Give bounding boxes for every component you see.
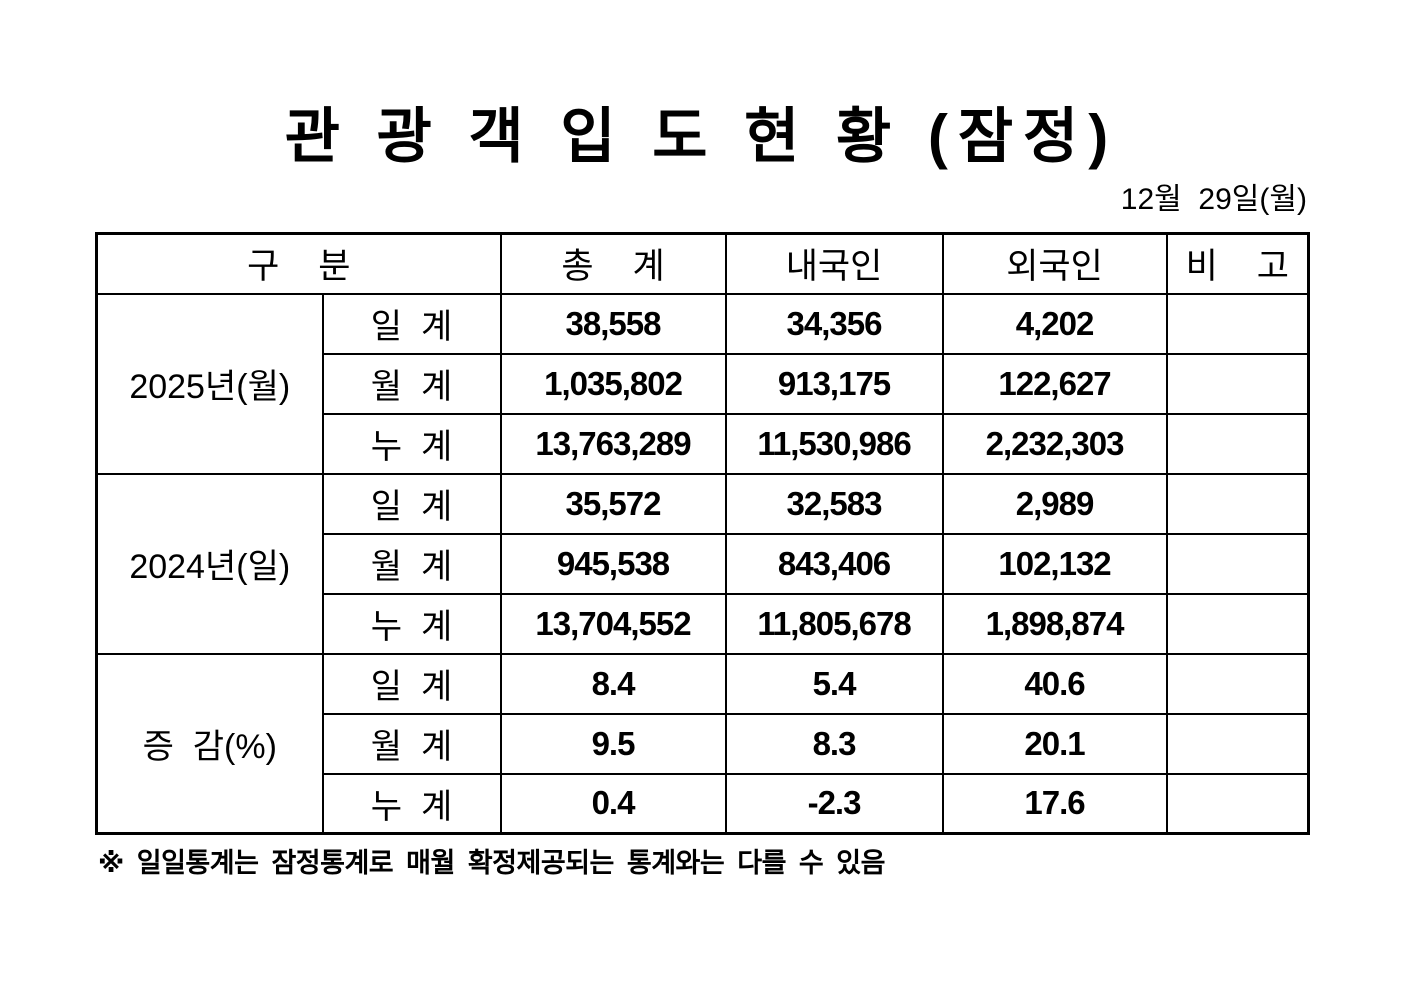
- cell-foreign: 122,627: [941, 352, 1168, 415]
- cell-total: 9.5: [499, 712, 727, 775]
- row-label-cumulative: 누 계: [321, 772, 502, 835]
- group-label-2025: 2025년(월): [95, 292, 324, 475]
- cell-total: 35,572: [499, 472, 727, 535]
- tourist-arrival-table: 구 분 총 계 내국인 외국인 비 고 2025년(월) 일 계 38,558 …: [95, 232, 1311, 835]
- group-label-2024: 2024년(일): [95, 472, 324, 655]
- cell-domestic: -2.3: [724, 772, 944, 835]
- header-remark: 비 고: [1165, 232, 1310, 295]
- cell-remark: [1165, 652, 1310, 715]
- table-row: 증 감(%) 일 계 8.4 5.4 40.6: [95, 652, 1310, 835]
- table-header-row: 구 분 총 계 내국인 외국인 비 고: [95, 232, 1310, 295]
- header-foreign: 외국인: [941, 232, 1168, 295]
- cell-foreign: 2,989: [941, 472, 1168, 535]
- row-label-cumulative: 누 계: [321, 592, 502, 655]
- cell-total: 13,704,552: [499, 592, 727, 655]
- cell-remark: [1165, 472, 1310, 535]
- cell-foreign: 4,202: [941, 292, 1168, 355]
- cell-domestic: 32,583: [724, 472, 944, 535]
- cell-foreign: 40.6: [941, 652, 1168, 715]
- cell-remark: [1165, 712, 1310, 775]
- cell-domestic: 34,356: [724, 292, 944, 355]
- cell-total: 0.4: [499, 772, 727, 835]
- table-row: 누 계 13,763,289 11,530,986 2,232,303: [97, 412, 1310, 475]
- header-domestic: 내국인: [724, 232, 944, 295]
- cell-remark: [1165, 772, 1310, 835]
- cell-remark: [1165, 412, 1310, 475]
- cell-remark: [1165, 532, 1310, 595]
- cell-total: 1,035,802: [499, 352, 727, 415]
- cell-total: 38,558: [499, 292, 727, 355]
- cell-total: 8.4: [499, 652, 727, 715]
- footnote: ※ 일일통계는 잠정통계로 매월 확정제공되는 통계와는 다를 수 있음: [98, 848, 885, 878]
- header-total: 총 계: [499, 232, 727, 295]
- cell-total: 945,538: [499, 532, 727, 595]
- table-row: 누 계 0.4 -2.3 17.6: [97, 772, 1310, 835]
- cell-domestic: 843,406: [724, 532, 944, 595]
- report-date: 12월 29일(월): [1120, 183, 1307, 216]
- group-label-change-pct: 증 감(%): [95, 652, 324, 835]
- row-label-daily: 일 계: [321, 652, 502, 715]
- cell-domestic: 5.4: [724, 652, 944, 715]
- row-label-monthly: 월 계: [321, 712, 502, 775]
- table-row: 월 계 945,538 843,406 102,132: [97, 532, 1310, 595]
- cell-domestic: 11,805,678: [724, 592, 944, 655]
- cell-foreign: 17.6: [941, 772, 1168, 835]
- cell-foreign: 20.1: [941, 712, 1168, 775]
- page-title: 관 광 객 입 도 현 황 (잠정): [284, 103, 1119, 170]
- cell-domestic: 11,530,986: [724, 412, 944, 475]
- table-row: 누 계 13,704,552 11,805,678 1,898,874: [97, 592, 1310, 655]
- cell-foreign: 102,132: [941, 532, 1168, 595]
- row-label-daily: 일 계: [321, 472, 502, 535]
- cell-total: 13,763,289: [499, 412, 727, 475]
- table-row: 2025년(월) 일 계 38,558 34,356 4,202: [95, 292, 1310, 475]
- table-row: 월 계 9.5 8.3 20.1: [97, 712, 1310, 775]
- cell-domestic: 913,175: [724, 352, 944, 415]
- table-row: 월 계 1,035,802 913,175 122,627: [97, 352, 1310, 415]
- cell-foreign: 1,898,874: [941, 592, 1168, 655]
- row-label-daily: 일 계: [321, 292, 502, 355]
- table-row: 2024년(일) 일 계 35,572 32,583 2,989: [95, 472, 1310, 655]
- cell-remark: [1165, 292, 1310, 355]
- row-label-monthly: 월 계: [321, 352, 502, 415]
- row-label-cumulative: 누 계: [321, 412, 502, 475]
- header-category: 구 분: [95, 232, 502, 295]
- cell-foreign: 2,232,303: [941, 412, 1168, 475]
- cell-remark: [1165, 592, 1310, 655]
- cell-remark: [1165, 352, 1310, 415]
- row-label-monthly: 월 계: [321, 532, 502, 595]
- cell-domestic: 8.3: [724, 712, 944, 775]
